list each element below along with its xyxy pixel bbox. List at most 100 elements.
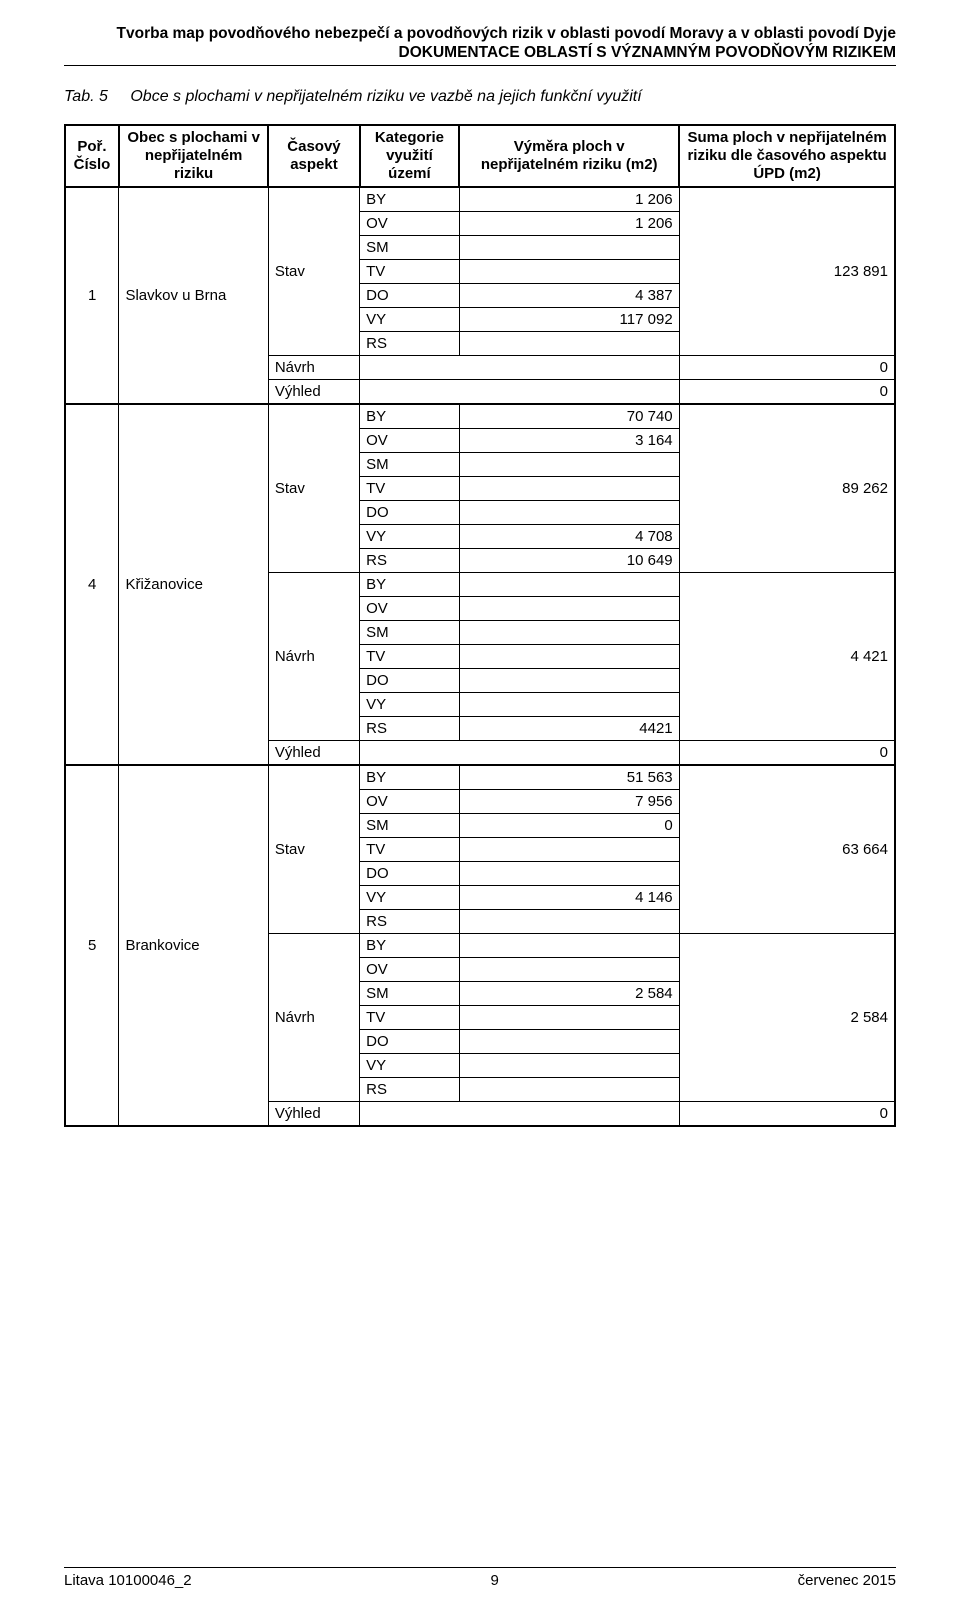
- header-line-2: DOKUMENTACE OBLASTÍ S VÝZNAMNÝM POVODŇOV…: [64, 43, 896, 62]
- cell-vymera: [459, 1005, 679, 1029]
- cell-kategorie: RS: [360, 716, 460, 740]
- cell-vymera: 0: [459, 813, 679, 837]
- cell-suma: 0: [679, 1101, 895, 1126]
- cell-suma: 0: [679, 379, 895, 404]
- cell-vymera: [459, 452, 679, 476]
- col-header-aspekt: Časový aspekt: [268, 125, 359, 187]
- cell-vymera: 70 740: [459, 404, 679, 429]
- footer-right: červenec 2015: [798, 1572, 896, 1589]
- cell-vymera: 2 584: [459, 981, 679, 1005]
- cell-vymera: [459, 692, 679, 716]
- cell-aspect: Výhled: [268, 379, 359, 404]
- table-header-row: Poř. Číslo Obec s plochami v nepřijateln…: [65, 125, 895, 187]
- cell-vymera: [459, 235, 679, 259]
- col-header-obec: Obec s plochami v nepřijatelném riziku: [119, 125, 268, 187]
- cell-kategorie: TV: [360, 259, 460, 283]
- cell-vymera: [459, 500, 679, 524]
- cell-vymera: 3 164: [459, 428, 679, 452]
- table-row: 1Slavkov u BrnaStavBY1 206123 891: [65, 187, 895, 212]
- cell-num: 4: [65, 404, 119, 765]
- cell-kategorie: BY: [360, 187, 460, 212]
- cell-kategorie: VY: [360, 692, 460, 716]
- cell-suma: 0: [679, 740, 895, 765]
- cell-aspect: Stav: [268, 187, 359, 356]
- cell-suma: 123 891: [679, 187, 895, 356]
- cell-vymera: [459, 572, 679, 596]
- cell-kategorie: SM: [360, 813, 460, 837]
- cell-merged-empty: [360, 355, 680, 379]
- cell-suma: 0: [679, 355, 895, 379]
- cell-vymera: [459, 1077, 679, 1101]
- cell-kategorie: OV: [360, 596, 460, 620]
- cell-obec: Brankovice: [119, 765, 268, 1126]
- cell-vymera: [459, 331, 679, 355]
- cell-kategorie: DO: [360, 668, 460, 692]
- page-footer: Litava 10100046_2 9 červenec 2015: [64, 1567, 896, 1589]
- cell-vymera: [459, 476, 679, 500]
- cell-kategorie: OV: [360, 789, 460, 813]
- cell-kategorie: RS: [360, 548, 460, 572]
- cell-vymera: 51 563: [459, 765, 679, 790]
- cell-kategorie: RS: [360, 331, 460, 355]
- cell-num: 5: [65, 765, 119, 1126]
- cell-kategorie: DO: [360, 283, 460, 307]
- cell-vymera: [459, 861, 679, 885]
- cell-vymera: [459, 644, 679, 668]
- col-header-suma: Suma ploch v nepřijatelném riziku dle ča…: [679, 125, 895, 187]
- cell-num: 1: [65, 187, 119, 404]
- cell-kategorie: VY: [360, 885, 460, 909]
- cell-merged-empty: [360, 1101, 680, 1126]
- cell-vymera: [459, 837, 679, 861]
- cell-vymera: 117 092: [459, 307, 679, 331]
- cell-vymera: [459, 933, 679, 957]
- cell-suma: 63 664: [679, 765, 895, 934]
- cell-kategorie: BY: [360, 572, 460, 596]
- cell-merged-empty: [360, 379, 680, 404]
- cell-aspect: Výhled: [268, 1101, 359, 1126]
- cell-vymera: 4 387: [459, 283, 679, 307]
- cell-vymera: [459, 259, 679, 283]
- cell-kategorie: DO: [360, 1029, 460, 1053]
- cell-kategorie: BY: [360, 765, 460, 790]
- cell-kategorie: SM: [360, 981, 460, 1005]
- cell-kategorie: OV: [360, 211, 460, 235]
- data-table: Poř. Číslo Obec s plochami v nepřijateln…: [64, 124, 896, 1127]
- cell-kategorie: TV: [360, 837, 460, 861]
- cell-kategorie: BY: [360, 933, 460, 957]
- cell-kategorie: SM: [360, 620, 460, 644]
- table-row: 5BrankoviceStavBY51 56363 664: [65, 765, 895, 790]
- document-header: Tvorba map povodňového nebezpečí a povod…: [64, 24, 896, 66]
- cell-kategorie: TV: [360, 644, 460, 668]
- cell-kategorie: BY: [360, 404, 460, 429]
- cell-kategorie: TV: [360, 1005, 460, 1029]
- cell-vymera: [459, 620, 679, 644]
- cell-aspect: Návrh: [268, 355, 359, 379]
- cell-kategorie: SM: [360, 235, 460, 259]
- col-header-num: Poř. Číslo: [65, 125, 119, 187]
- cell-vymera: [459, 957, 679, 981]
- cell-kategorie: SM: [360, 452, 460, 476]
- cell-aspect: Návrh: [268, 933, 359, 1101]
- cell-kategorie: OV: [360, 428, 460, 452]
- col-header-kat: Kategorie využití území: [360, 125, 460, 187]
- cell-kategorie: DO: [360, 500, 460, 524]
- caption-label: Tab. 5: [64, 88, 108, 105]
- cell-suma: 89 262: [679, 404, 895, 573]
- cell-aspect: Stav: [268, 404, 359, 573]
- footer-center: 9: [490, 1572, 498, 1589]
- cell-suma: 4 421: [679, 572, 895, 740]
- cell-vymera: 4 146: [459, 885, 679, 909]
- cell-suma: 2 584: [679, 933, 895, 1101]
- cell-vymera: 1 206: [459, 211, 679, 235]
- cell-aspect: Stav: [268, 765, 359, 934]
- cell-obec: Křižanovice: [119, 404, 268, 765]
- cell-vymera: 7 956: [459, 789, 679, 813]
- col-header-vym: Výměra ploch v nepřijatelném riziku (m2): [459, 125, 679, 187]
- cell-vymera: 4 708: [459, 524, 679, 548]
- cell-kategorie: OV: [360, 957, 460, 981]
- cell-vymera: [459, 1029, 679, 1053]
- footer-left: Litava 10100046_2: [64, 1572, 192, 1589]
- header-line-1: Tvorba map povodňového nebezpečí a povod…: [64, 24, 896, 43]
- table-caption: Tab. 5 Obce s plochami v nepřijatelném r…: [64, 88, 896, 106]
- cell-vymera: 4421: [459, 716, 679, 740]
